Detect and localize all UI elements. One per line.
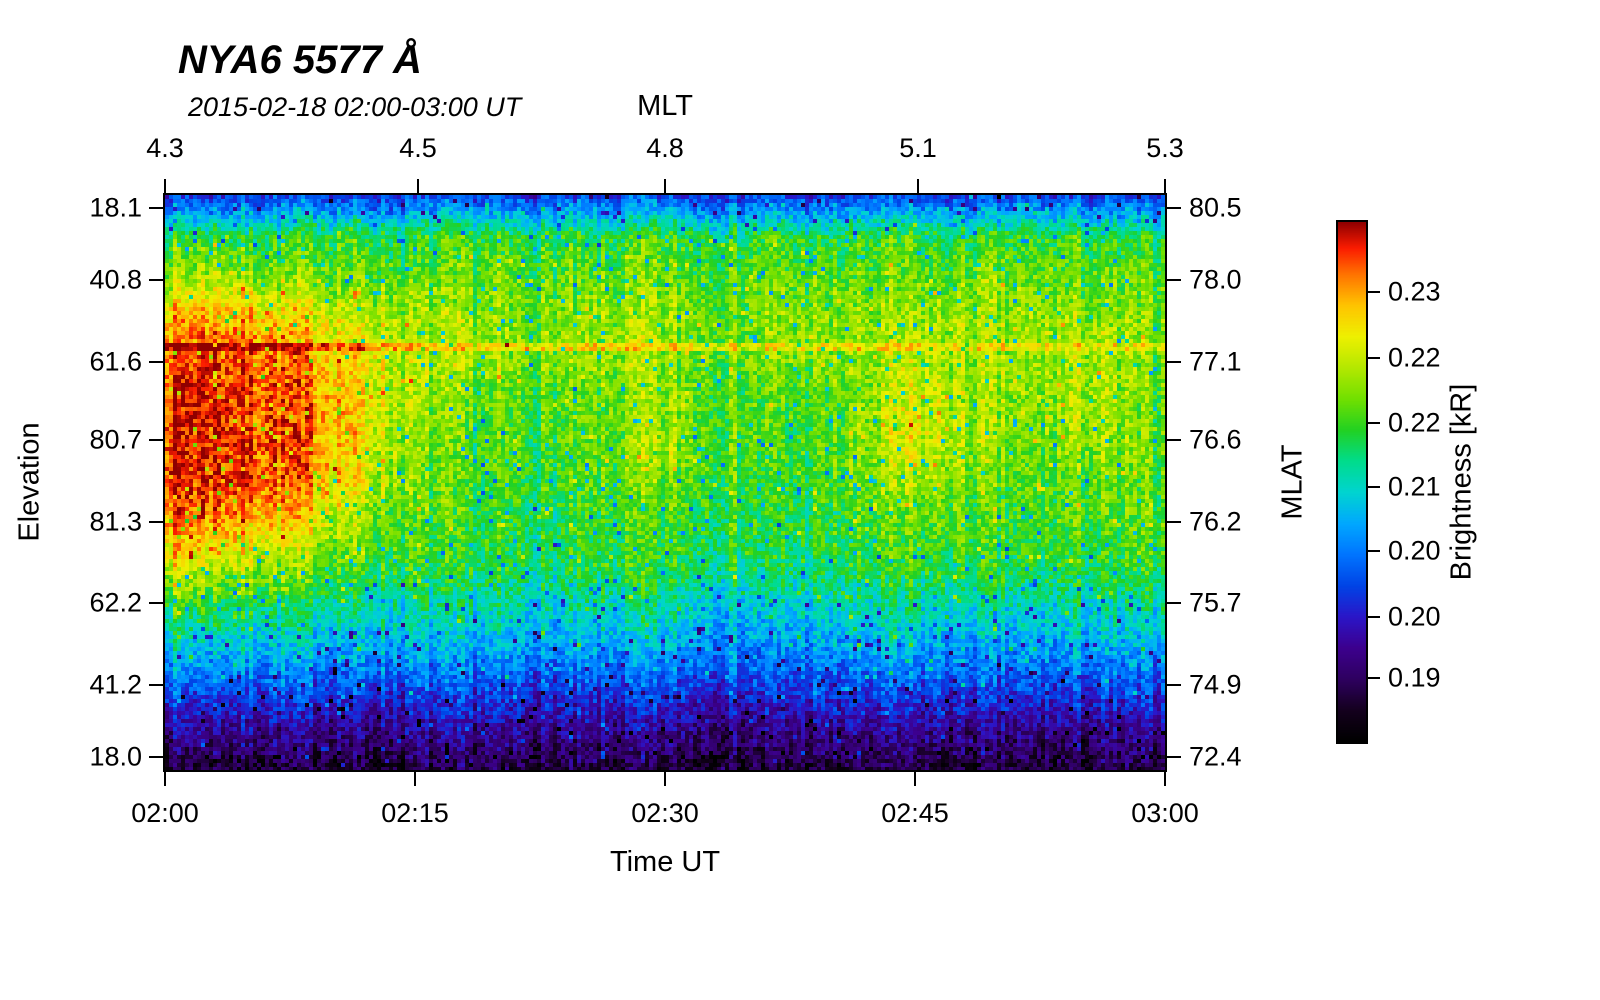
- colorbar-tick-label: 0.20: [1388, 601, 1441, 632]
- right-axis-tick-labels: 80.5 78.0 77.1 76.6 76.2 75.7 74.9 72.4: [1189, 192, 1279, 772]
- tick-mark: [417, 179, 419, 193]
- right-axis-tick-label: 75.7: [1189, 587, 1242, 618]
- tick-mark: [1368, 486, 1380, 489]
- colorbar-ticks: [1368, 222, 1380, 742]
- tick-mark: [164, 179, 166, 193]
- colorbar-tick-label: 0.22: [1388, 342, 1441, 373]
- bottom-axis-tick-label: 02:45: [881, 798, 949, 828]
- top-axis-tick-labels: 4.3 4.5 4.8 5.1 5.3: [146, 133, 1184, 167]
- tick-mark: [1368, 677, 1380, 680]
- tick-mark: [1167, 207, 1181, 210]
- left-axis-tick-label: 61.6: [89, 346, 142, 377]
- right-axis-tick-label: 76.2: [1189, 506, 1242, 537]
- left-axis-tick-label: 18.0: [89, 741, 142, 772]
- left-axis-tick-label: 80.7: [89, 424, 142, 455]
- left-axis-tick-label: 40.8: [89, 264, 142, 295]
- tick-mark: [149, 521, 163, 524]
- heatmap-canvas: [165, 195, 1165, 770]
- right-axis-tick-label: 78.0: [1189, 264, 1242, 295]
- plot-title: NYA6 5577 Å: [178, 38, 422, 82]
- top-axis-ticks: [164, 179, 1166, 193]
- tick-mark: [917, 179, 919, 193]
- left-axis-tick-label: 81.3: [89, 506, 142, 537]
- tick-mark: [1368, 291, 1380, 294]
- heatmap-frame: [163, 193, 1167, 772]
- colorbar-frame: [1336, 220, 1368, 744]
- right-axis-label: MLAT: [1276, 444, 1309, 520]
- colorbar-tick-label: 0.21: [1388, 471, 1441, 502]
- left-axis-tick-label: 18.1: [89, 192, 142, 223]
- tick-mark: [1167, 683, 1181, 686]
- top-axis-tick-label: 4.5: [399, 133, 437, 163]
- top-axis-tick-label: 5.3: [1146, 133, 1184, 163]
- bottom-axis-tick-label: 03:00: [1131, 798, 1199, 828]
- right-axis-tick-label: 76.6: [1189, 424, 1242, 455]
- tick-mark: [149, 755, 163, 758]
- top-axis-tick-label: 4.8: [646, 133, 684, 163]
- colorbar-label: Brightness [kR]: [1445, 383, 1478, 581]
- bottom-axis-tick-label: 02:15: [381, 798, 449, 828]
- tick-mark: [149, 360, 163, 363]
- right-axis-tick-label: 72.4: [1189, 741, 1242, 772]
- tick-mark: [414, 772, 416, 786]
- tick-mark: [1368, 422, 1380, 425]
- left-axis-tick-label: 41.2: [89, 669, 142, 700]
- bottom-axis-ticks: [164, 772, 1166, 786]
- tick-mark: [1167, 438, 1181, 441]
- tick-mark: [149, 438, 163, 441]
- tick-mark: [149, 279, 163, 282]
- tick-mark: [1368, 550, 1380, 553]
- left-axis-ticks: [149, 195, 163, 770]
- right-axis-ticks: [1167, 195, 1181, 770]
- tick-mark: [164, 772, 166, 786]
- tick-mark: [664, 179, 666, 193]
- right-axis-tick-label: 74.9: [1189, 669, 1242, 700]
- left-axis-label: Elevation: [13, 422, 46, 542]
- right-axis-tick-label: 77.1: [1189, 346, 1242, 377]
- tick-mark: [1167, 360, 1181, 363]
- bottom-axis-tick-label: 02:00: [131, 798, 199, 828]
- bottom-axis-label: Time UT: [609, 846, 721, 878]
- colorbar-tick-label: 0.19: [1388, 662, 1441, 693]
- tick-mark: [1164, 179, 1166, 193]
- plot-subtitle: 2015-02-18 02:00-03:00 UT: [188, 92, 522, 122]
- tick-mark: [149, 602, 163, 605]
- tick-mark: [149, 683, 163, 686]
- left-axis-tick-labels: 18.1 40.8 61.6 80.7 81.3 62.2 41.2 18.0: [58, 192, 142, 772]
- tick-mark: [1167, 279, 1181, 282]
- tick-mark: [1164, 772, 1166, 786]
- tick-mark: [1368, 357, 1380, 360]
- tick-mark: [664, 772, 666, 786]
- bottom-axis-tick-labels: 02:00 02:15 02:30 02:45 03:00: [131, 798, 1199, 832]
- tick-mark: [1167, 755, 1181, 758]
- top-axis-label: MLT: [637, 90, 693, 122]
- tick-mark: [149, 207, 163, 210]
- top-axis-tick-label: 4.3: [146, 133, 184, 163]
- colorbar-tick-labels: 0.23 0.22 0.22 0.21 0.20 0.20 0.19: [1388, 222, 1468, 742]
- bottom-axis-tick-label: 02:30: [631, 798, 699, 828]
- colorbar-tick-label: 0.23: [1388, 276, 1441, 307]
- left-axis-tick-label: 62.2: [89, 587, 142, 618]
- right-axis-tick-label: 80.5: [1189, 192, 1242, 223]
- tick-mark: [1167, 602, 1181, 605]
- colorbar-tick-label: 0.22: [1388, 407, 1441, 438]
- colorbar-canvas: [1338, 222, 1366, 742]
- top-axis-tick-label: 5.1: [899, 133, 937, 163]
- tick-mark: [1167, 521, 1181, 524]
- tick-mark: [1368, 616, 1380, 619]
- colorbar-tick-label: 0.20: [1388, 535, 1441, 566]
- tick-mark: [914, 772, 916, 786]
